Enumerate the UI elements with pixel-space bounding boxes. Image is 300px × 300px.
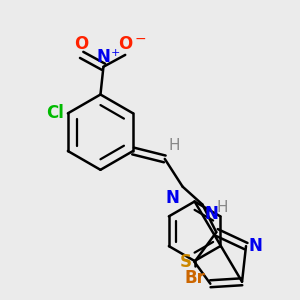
Text: Br: Br	[184, 269, 205, 287]
Text: H: H	[216, 200, 228, 214]
Text: N: N	[249, 237, 263, 255]
Text: N: N	[204, 206, 218, 224]
Text: N: N	[166, 189, 180, 207]
Text: H: H	[169, 138, 180, 153]
Text: S: S	[179, 253, 191, 271]
Text: O: O	[118, 35, 132, 53]
Text: O: O	[74, 35, 89, 53]
Text: −: −	[134, 32, 146, 46]
Text: +: +	[110, 48, 120, 58]
Text: N: N	[97, 48, 110, 66]
Text: Cl: Cl	[46, 104, 64, 122]
